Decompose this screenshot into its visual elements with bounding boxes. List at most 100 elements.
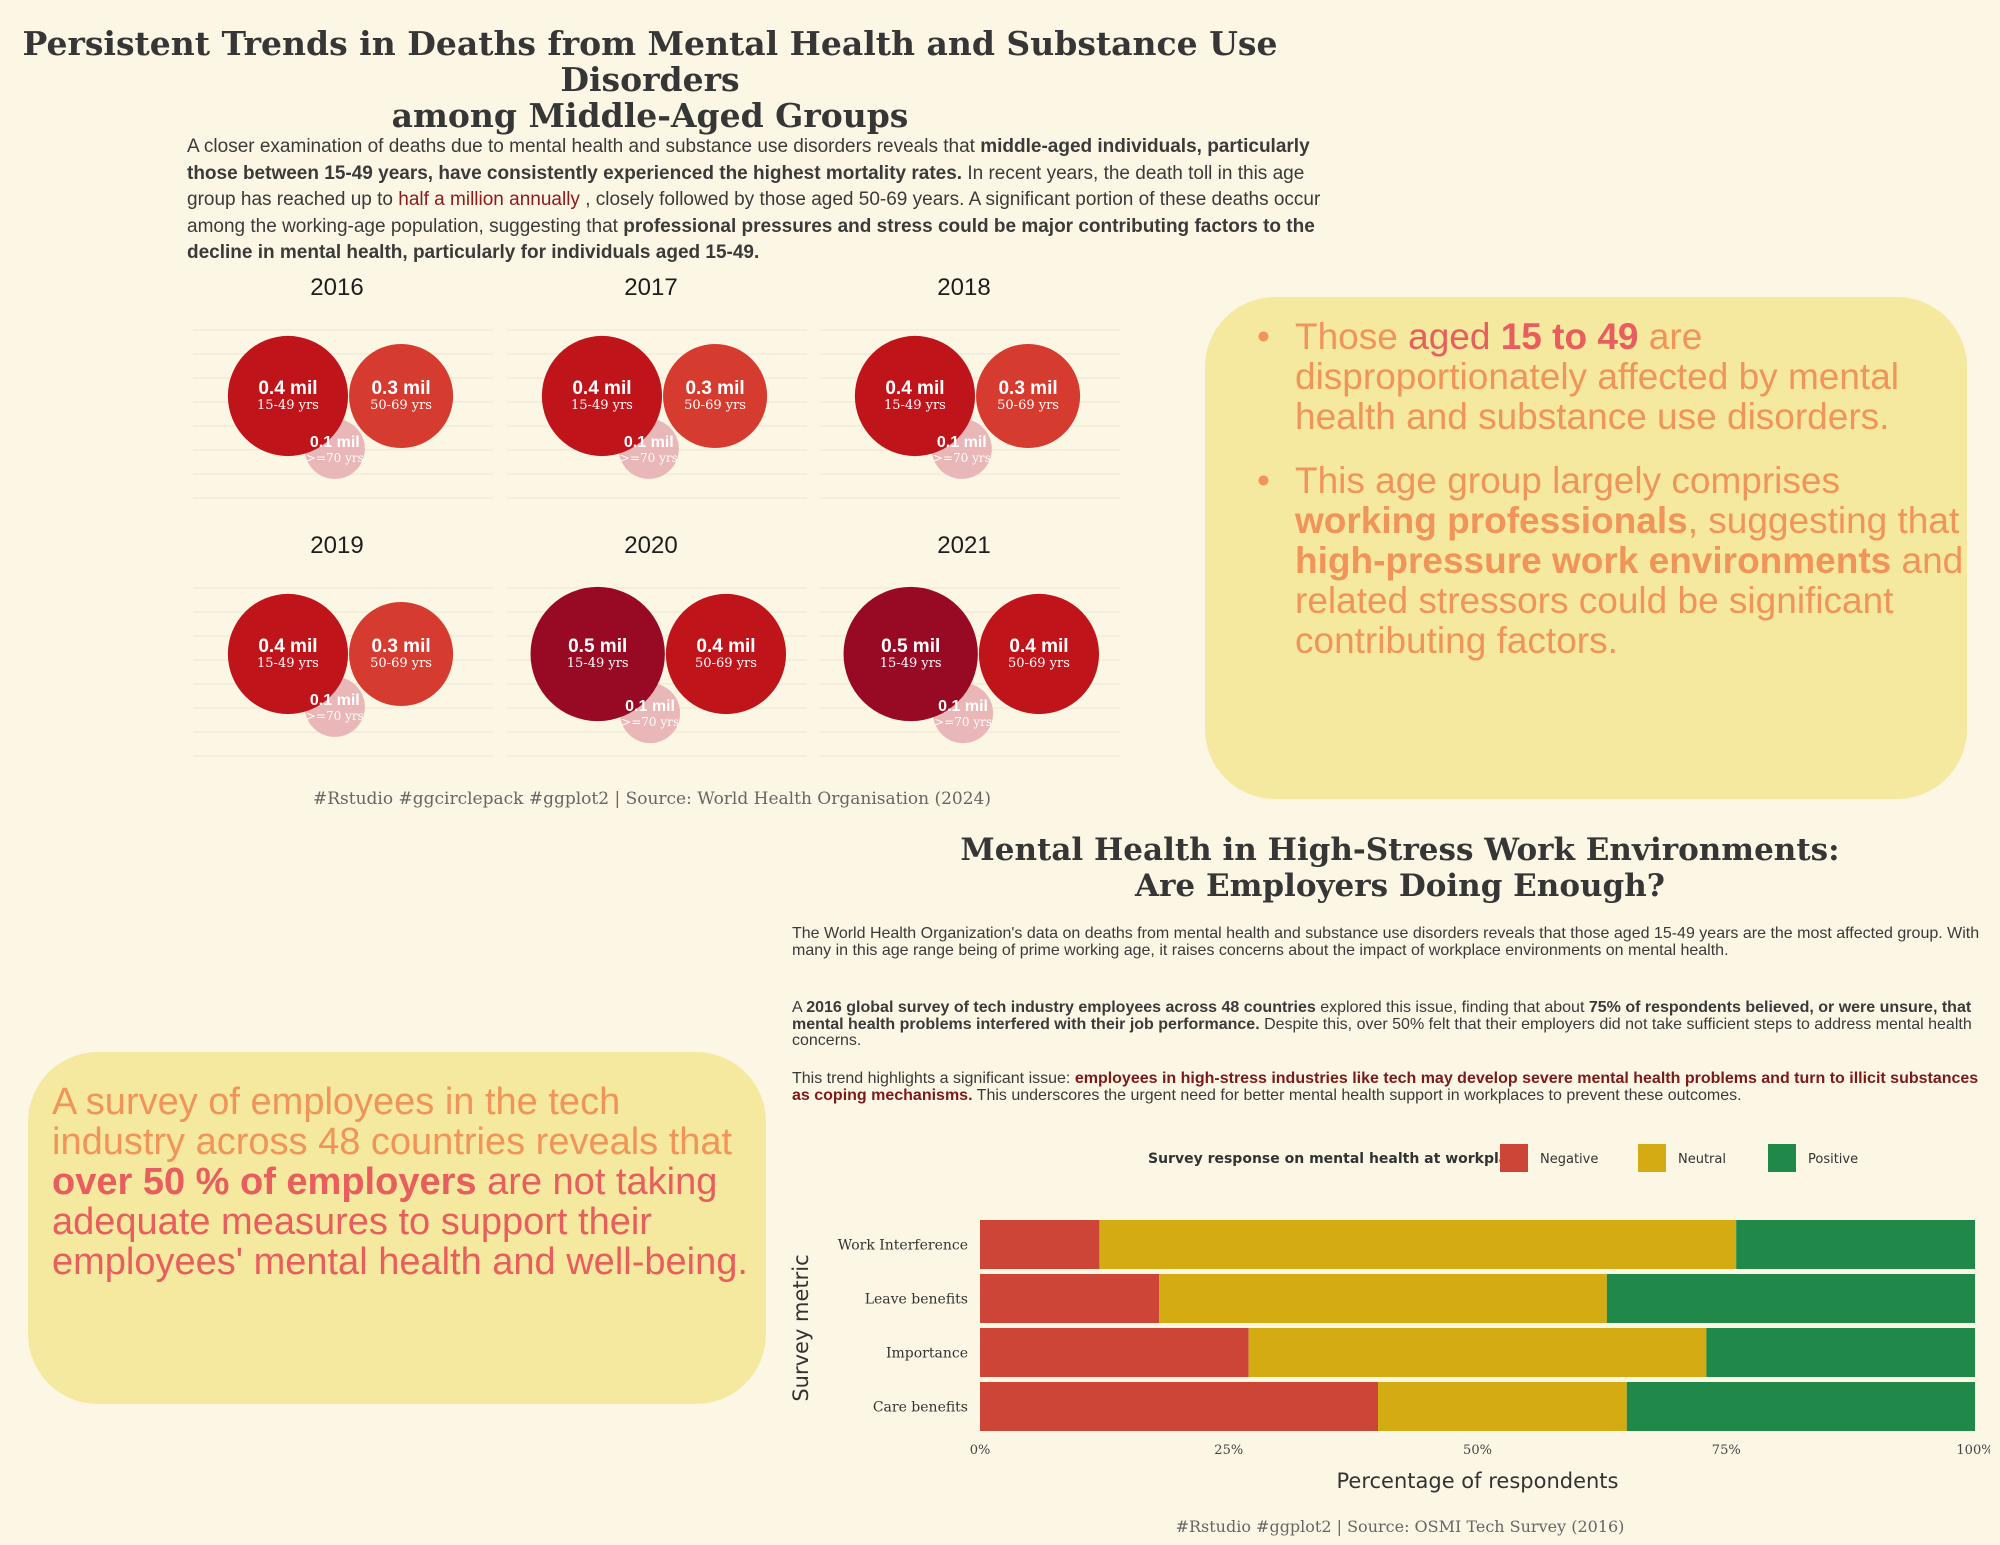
callout-p1-c: 15 to 49 <box>1500 316 1639 357</box>
circle-value-label: 0.5 mil <box>881 636 940 657</box>
x-tick-label: 25% <box>1214 1443 1243 1458</box>
p2-text-e: Despite this, over 50% felt that their e… <box>792 1015 1972 1049</box>
intro-paragraph: A closer examination of deaths due to me… <box>187 134 1347 267</box>
p3-bold-b: employees in high-stress industries like… <box>792 1070 1979 1104</box>
circle-age-label: 50-69 yrs <box>695 656 757 671</box>
circle-value-label: 0.4 mil <box>885 378 944 399</box>
intro-text-2: In recent years, the death toll in this … <box>187 162 1305 211</box>
circle-value-label: 0.3 mil <box>998 378 1057 399</box>
circle-2018-group-1 <box>976 343 1081 449</box>
page-title-line2: among Middle-Aged Groups <box>391 96 909 135</box>
bar-positive-1 <box>1606 1274 1975 1323</box>
circle-value-label: 0.4 mil <box>696 636 755 657</box>
callout-left-a: A survey of employees in the tech indust… <box>52 1081 733 1163</box>
x-tick-label: 0% <box>970 1443 991 1458</box>
legend-title: Survey response on mental health at work… <box>1148 1151 1526 1167</box>
circle-2019-group-1 <box>349 601 454 707</box>
legend-swatch-negative <box>1500 1144 1528 1172</box>
x-tick-label: 75% <box>1712 1443 1741 1458</box>
circle-value-label: 0.1 mil <box>310 692 360 709</box>
legend-swatch-neutral <box>1638 1144 1666 1172</box>
bar-negative-2 <box>980 1328 1249 1377</box>
callout-left-b: over 50 % of employers <box>52 1161 477 1203</box>
p2-text-a: A <box>792 999 807 1016</box>
callout-bullet-2: • This age group largely comprises workin… <box>1205 461 1967 661</box>
circle-age-label: 15-49 yrs <box>567 656 629 671</box>
category-label: Work Interference <box>838 1238 968 1254</box>
panel-year-label: 2016 <box>310 274 364 301</box>
circle-2018-group-0 <box>854 335 976 457</box>
section2-title: Mental Health in High-Stress Work Enviro… <box>800 832 2000 904</box>
circle-2017-group-0 <box>541 335 663 457</box>
circle-age-label: 15-49 yrs <box>884 398 946 413</box>
circle-value-label: 0.4 mil <box>1009 636 1068 657</box>
bar-neutral-2 <box>1248 1328 1707 1377</box>
callout-p2-d: high-pressure work environments <box>1295 540 1892 581</box>
circle-age-label: 15-49 yrs <box>880 656 942 671</box>
circle-2017-group-1 <box>663 343 768 449</box>
circle-age-label: >=70 yrs <box>306 451 364 465</box>
intro-highlight: half a million annually <box>398 189 580 211</box>
bar-negative-3 <box>980 1382 1378 1431</box>
x-tick-label: 100% <box>1956 1443 1990 1458</box>
circle-value-label: 0.1 mil <box>938 698 988 715</box>
circle-age-label: >=70 yrs <box>306 709 364 723</box>
category-label: Importance <box>886 1346 968 1362</box>
callout-p1-a: Those <box>1295 316 1409 357</box>
section2-paragraph-2: A 2016 global survey of tech industry em… <box>792 999 1992 1050</box>
survey-bar-chart: Survey response on mental health at work… <box>789 1144 1990 1493</box>
circle-value-label: 0.1 mil <box>624 434 674 451</box>
circle-value-label: 0.4 mil <box>258 378 317 399</box>
circle-age-label: 15-49 yrs <box>257 656 319 671</box>
section2-paragraph-3: This trend highlights a significant issu… <box>792 1070 1992 1104</box>
callout-p2-a: This age group largely comprises <box>1295 460 1840 501</box>
category-label: Care benefits <box>873 1400 968 1416</box>
section2-paragraph-1: The World Health Organization's data on … <box>792 925 1980 959</box>
circle-2016-group-1 <box>349 343 454 449</box>
circle-age-label: >=70 yrs <box>620 451 678 465</box>
intro-bold-1: middle-aged individuals, particularly th… <box>187 136 1310 184</box>
p2-bold-b: 2016 global survey of tech industry empl… <box>806 999 1316 1016</box>
p3-text-c: This underscores the urgent need for bet… <box>972 1086 1742 1104</box>
callout-p2-c: , suggesting that <box>1687 500 1960 541</box>
circle-value-label: 0.1 mil <box>625 698 675 715</box>
circle-age-label: 50-69 yrs <box>1008 656 1070 671</box>
intro-text-1: A closer examination of deaths due to me… <box>187 136 981 157</box>
bullet-dot-icon: • <box>1257 316 1270 357</box>
circle-age-label: >=70 yrs <box>621 715 679 729</box>
bar-negative-1 <box>980 1274 1160 1323</box>
circle-age-label: 50-69 yrs <box>370 398 432 413</box>
panel-year-label: 2017 <box>624 274 678 301</box>
circle-2021-group-1 <box>978 593 1100 715</box>
bar-positive-3 <box>1626 1382 1975 1431</box>
p2-bold-d: 75% of respondents believed, or were uns… <box>792 999 1972 1033</box>
circle-value-label: 0.1 mil <box>937 434 987 451</box>
callout-p1-d: are disproportionately affected by menta… <box>1295 316 1900 437</box>
circle-value-label: 0.5 mil <box>568 636 627 657</box>
circle-2020-group-0 <box>530 586 665 722</box>
page-title: Persistent Trends in Deaths from Mental … <box>0 26 1300 134</box>
bar-neutral-3 <box>1378 1382 1627 1431</box>
callout-left-text: A survey of employees in the tech indust… <box>52 1082 752 1282</box>
y-axis-title: Survey metric <box>789 1254 813 1401</box>
circle-2020-group-1 <box>665 593 787 715</box>
bar-neutral-0 <box>1099 1220 1737 1269</box>
circle-value-label: 0.3 mil <box>685 378 744 399</box>
p2-text-c: explored this issue, finding that about <box>1315 999 1589 1016</box>
section2-title-line2: Are Employers Doing Enough? <box>1135 868 1665 904</box>
panel-year-label: 2019 <box>310 532 364 559</box>
legend-swatch-positive <box>1768 1144 1796 1172</box>
panel-year-label: 2021 <box>937 532 991 559</box>
callout-p2-b: working professionals <box>1295 500 1688 541</box>
circle-2021-group-0 <box>843 586 978 722</box>
callout-bullet-1: • Those aged 15 to 49 are disproportionat… <box>1205 317 1967 437</box>
circle-value-label: 0.4 mil <box>572 378 631 399</box>
section2-title-line1: Mental Health in High-Stress Work Enviro… <box>960 832 1840 868</box>
circle-age-label: >=70 yrs <box>934 715 992 729</box>
legend-label-positive: Positive <box>1808 1152 1858 1167</box>
